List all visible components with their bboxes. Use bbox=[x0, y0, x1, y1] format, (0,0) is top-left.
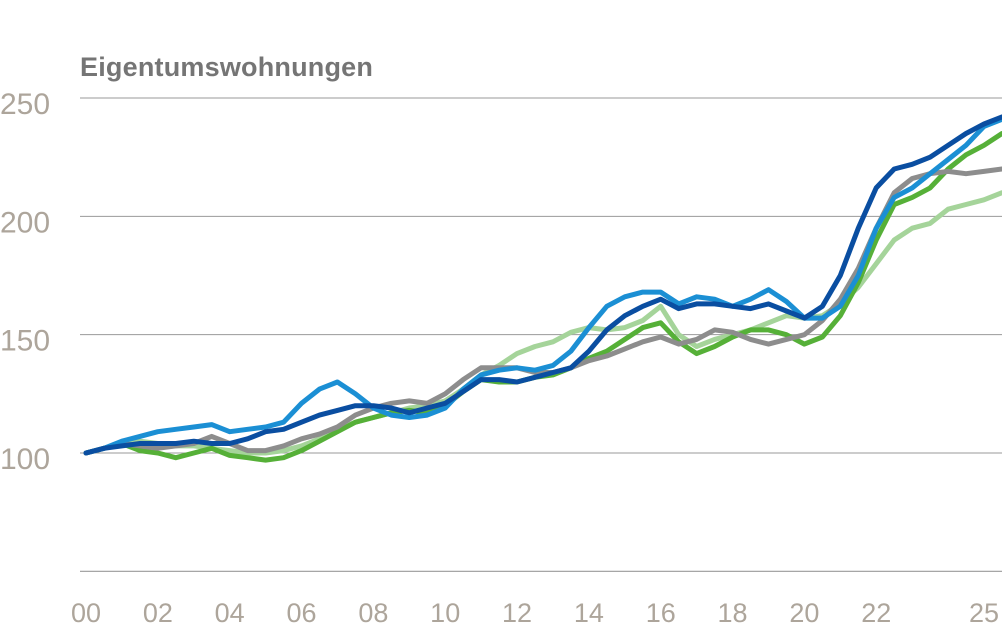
chart-title: Eigentumswohnungen bbox=[80, 52, 374, 82]
x-tick-label: 18 bbox=[718, 598, 748, 628]
y-tick-labels: 100 150 200 250 bbox=[0, 88, 50, 476]
y-tick-label: 250 bbox=[0, 88, 50, 121]
x-tick-label: 25 bbox=[969, 598, 999, 628]
grid-lines bbox=[80, 97, 1002, 572]
series-line-light-green bbox=[83, 190, 1002, 456]
series-line-green bbox=[83, 131, 1002, 463]
y-tick-label: 150 bbox=[0, 325, 50, 358]
x-tick-label: 22 bbox=[861, 598, 891, 628]
x-tick-label: 08 bbox=[358, 598, 388, 628]
series-line-dark-blue bbox=[83, 114, 1002, 456]
x-tick-label: 02 bbox=[143, 598, 173, 628]
x-tick-label: 06 bbox=[286, 598, 316, 628]
x-tick-label: 14 bbox=[574, 598, 604, 628]
x-tick-label: 16 bbox=[646, 598, 676, 628]
series-lines bbox=[83, 114, 1002, 463]
x-tick-labels: 00 02 04 06 08 10 12 14 16 18 20 22 25 bbox=[71, 598, 999, 628]
x-tick-label: 12 bbox=[502, 598, 532, 628]
series-line-light-blue bbox=[83, 116, 1002, 456]
x-tick-label: 00 bbox=[71, 598, 101, 628]
x-tick-label: 20 bbox=[789, 598, 819, 628]
y-tick-label: 200 bbox=[0, 206, 50, 239]
x-tick-label: 04 bbox=[215, 598, 245, 628]
y-tick-label: 100 bbox=[0, 443, 50, 476]
x-tick-label: 10 bbox=[430, 598, 460, 628]
